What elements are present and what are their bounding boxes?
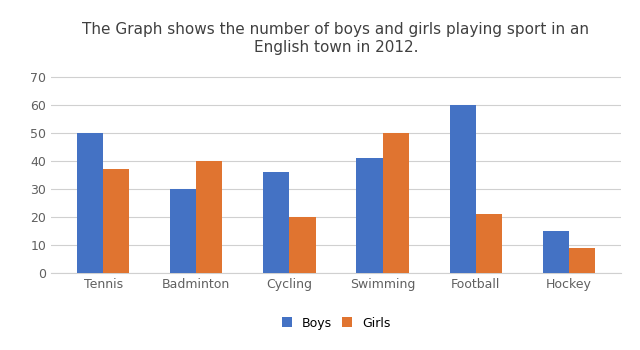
Bar [476, 214, 502, 273]
Bar [289, 217, 316, 273]
Bar [356, 158, 383, 273]
Bar [103, 169, 129, 273]
Bar [77, 133, 103, 273]
Bar [543, 231, 569, 273]
Bar [170, 189, 196, 273]
Bar [196, 161, 222, 273]
Bar [450, 105, 476, 273]
Bar [569, 248, 595, 273]
Bar [383, 133, 409, 273]
Legend: Boys, Girls: Boys, Girls [278, 313, 394, 333]
Title: The Graph shows the number of boys and girls playing sport in an
English town in: The Graph shows the number of boys and g… [83, 22, 589, 55]
Bar [263, 172, 289, 273]
